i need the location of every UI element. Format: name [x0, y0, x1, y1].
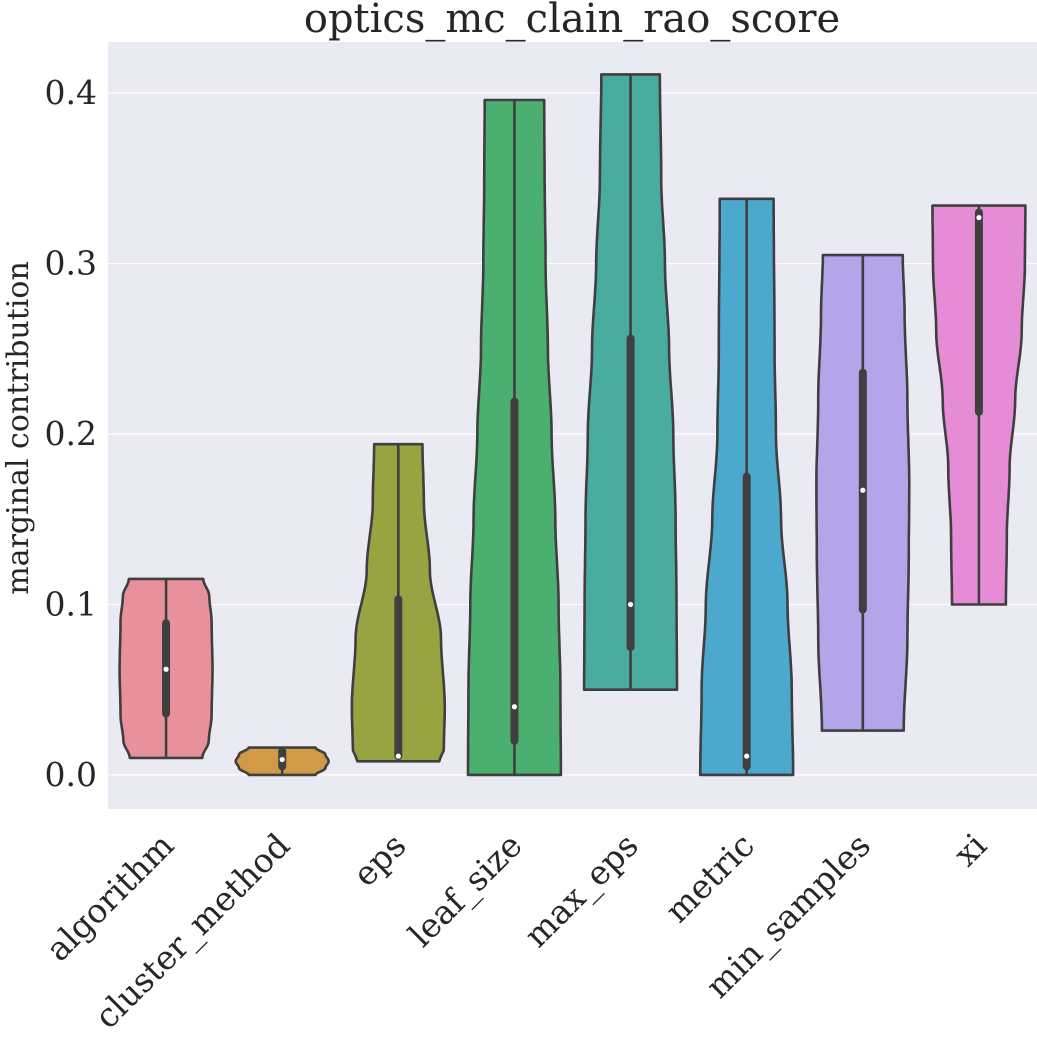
- x-tick-label: cluster_method: [87, 826, 298, 1037]
- y-tick-label: 0.2: [45, 414, 97, 453]
- violin-min_samples: [815, 253, 911, 732]
- y-tick-label: 0.3: [45, 244, 97, 283]
- chart-title: optics_mc_clain_rao_score: [304, 0, 840, 42]
- y-tick-labels: 0.0 0.1 0.2 0.3 0.4: [45, 73, 97, 794]
- violin-median-dot: [163, 666, 169, 672]
- x-tick-label: xi: [946, 826, 994, 874]
- x-tick-label: eps: [345, 826, 413, 894]
- violin-metric: [698, 197, 795, 777]
- violin-median-dot: [395, 753, 401, 759]
- violin-max_eps: [582, 73, 679, 691]
- violin-median-dot: [279, 756, 285, 763]
- y-axis-label: marginal contribution: [1, 261, 36, 595]
- violin-algorithm: [118, 577, 214, 760]
- y-tick-label: 0.0: [45, 755, 97, 794]
- violin-cluster_method: [234, 746, 330, 777]
- violin-median-dot: [511, 704, 518, 710]
- x-tick-label: metric: [657, 826, 762, 931]
- violin-median-dot: [744, 753, 750, 759]
- violin-median-dot: [976, 214, 982, 221]
- violin-median-dot: [860, 487, 866, 493]
- y-tick-label: 0.4: [45, 73, 97, 112]
- y-tick-label: 0.1: [45, 584, 97, 623]
- violin-median-dot: [627, 601, 634, 608]
- violin-xi: [931, 204, 1027, 606]
- violin-eps: [350, 442, 447, 763]
- x-tick-label: max_eps: [517, 826, 647, 956]
- violin-leaf_size: [466, 98, 563, 777]
- x-tick-label: leaf_size: [401, 826, 530, 955]
- violins: [118, 73, 1027, 777]
